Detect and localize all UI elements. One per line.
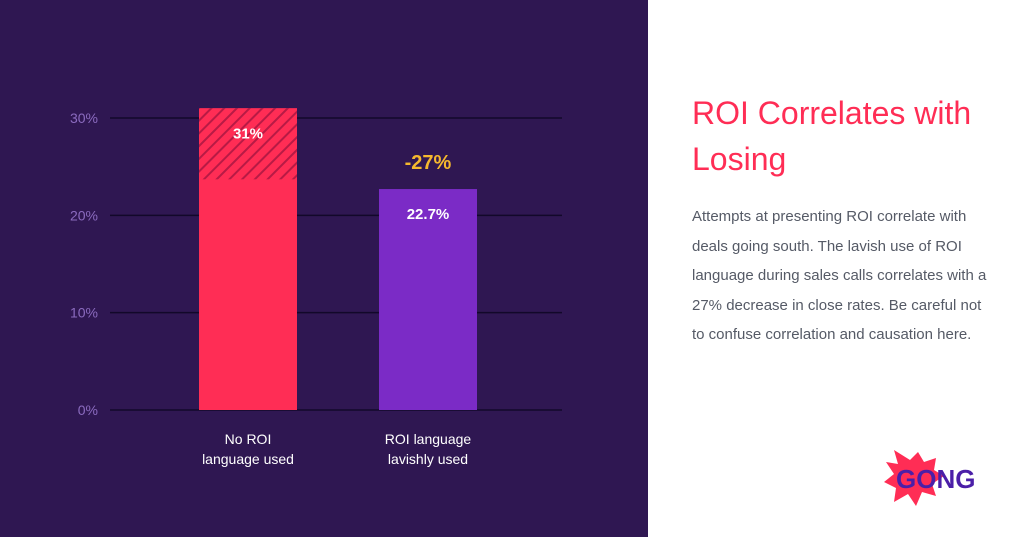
x-category-label: language used <box>202 451 294 467</box>
y-tick-label: 10% <box>70 305 98 321</box>
delta-annotation: -27% <box>405 152 452 174</box>
bar-value-label: 31% <box>233 125 263 142</box>
bar-value-label: 22.7% <box>407 206 450 223</box>
y-tick-label: 30% <box>70 110 98 126</box>
text-panel: ROI Correlates with Losing Attempts at p… <box>648 0 1024 537</box>
panel-body: Attempts at presenting ROI correlate wit… <box>692 208 987 343</box>
y-tick-label: 20% <box>70 207 98 223</box>
gong-logo: GONG <box>884 450 975 506</box>
x-category-label: No ROI <box>225 431 272 447</box>
bar-chart: 0% 10% 20% 30% 31% No ROI language used 22.7% RO… <box>70 108 562 467</box>
chart-panel: 0% 10% 20% 30% 31% No ROI language used 22.7% RO… <box>0 0 648 537</box>
x-category-label: lavishly used <box>388 451 468 467</box>
x-category-label: ROI language <box>385 431 472 447</box>
logo-burst-icon <box>884 450 944 506</box>
logo-text: GONG <box>896 464 975 494</box>
panel-title: ROI Correlates with Losing <box>692 95 972 177</box>
y-tick-label: 0% <box>78 402 98 418</box>
bar <box>379 189 477 410</box>
bar-hatched-segment <box>199 108 297 180</box>
